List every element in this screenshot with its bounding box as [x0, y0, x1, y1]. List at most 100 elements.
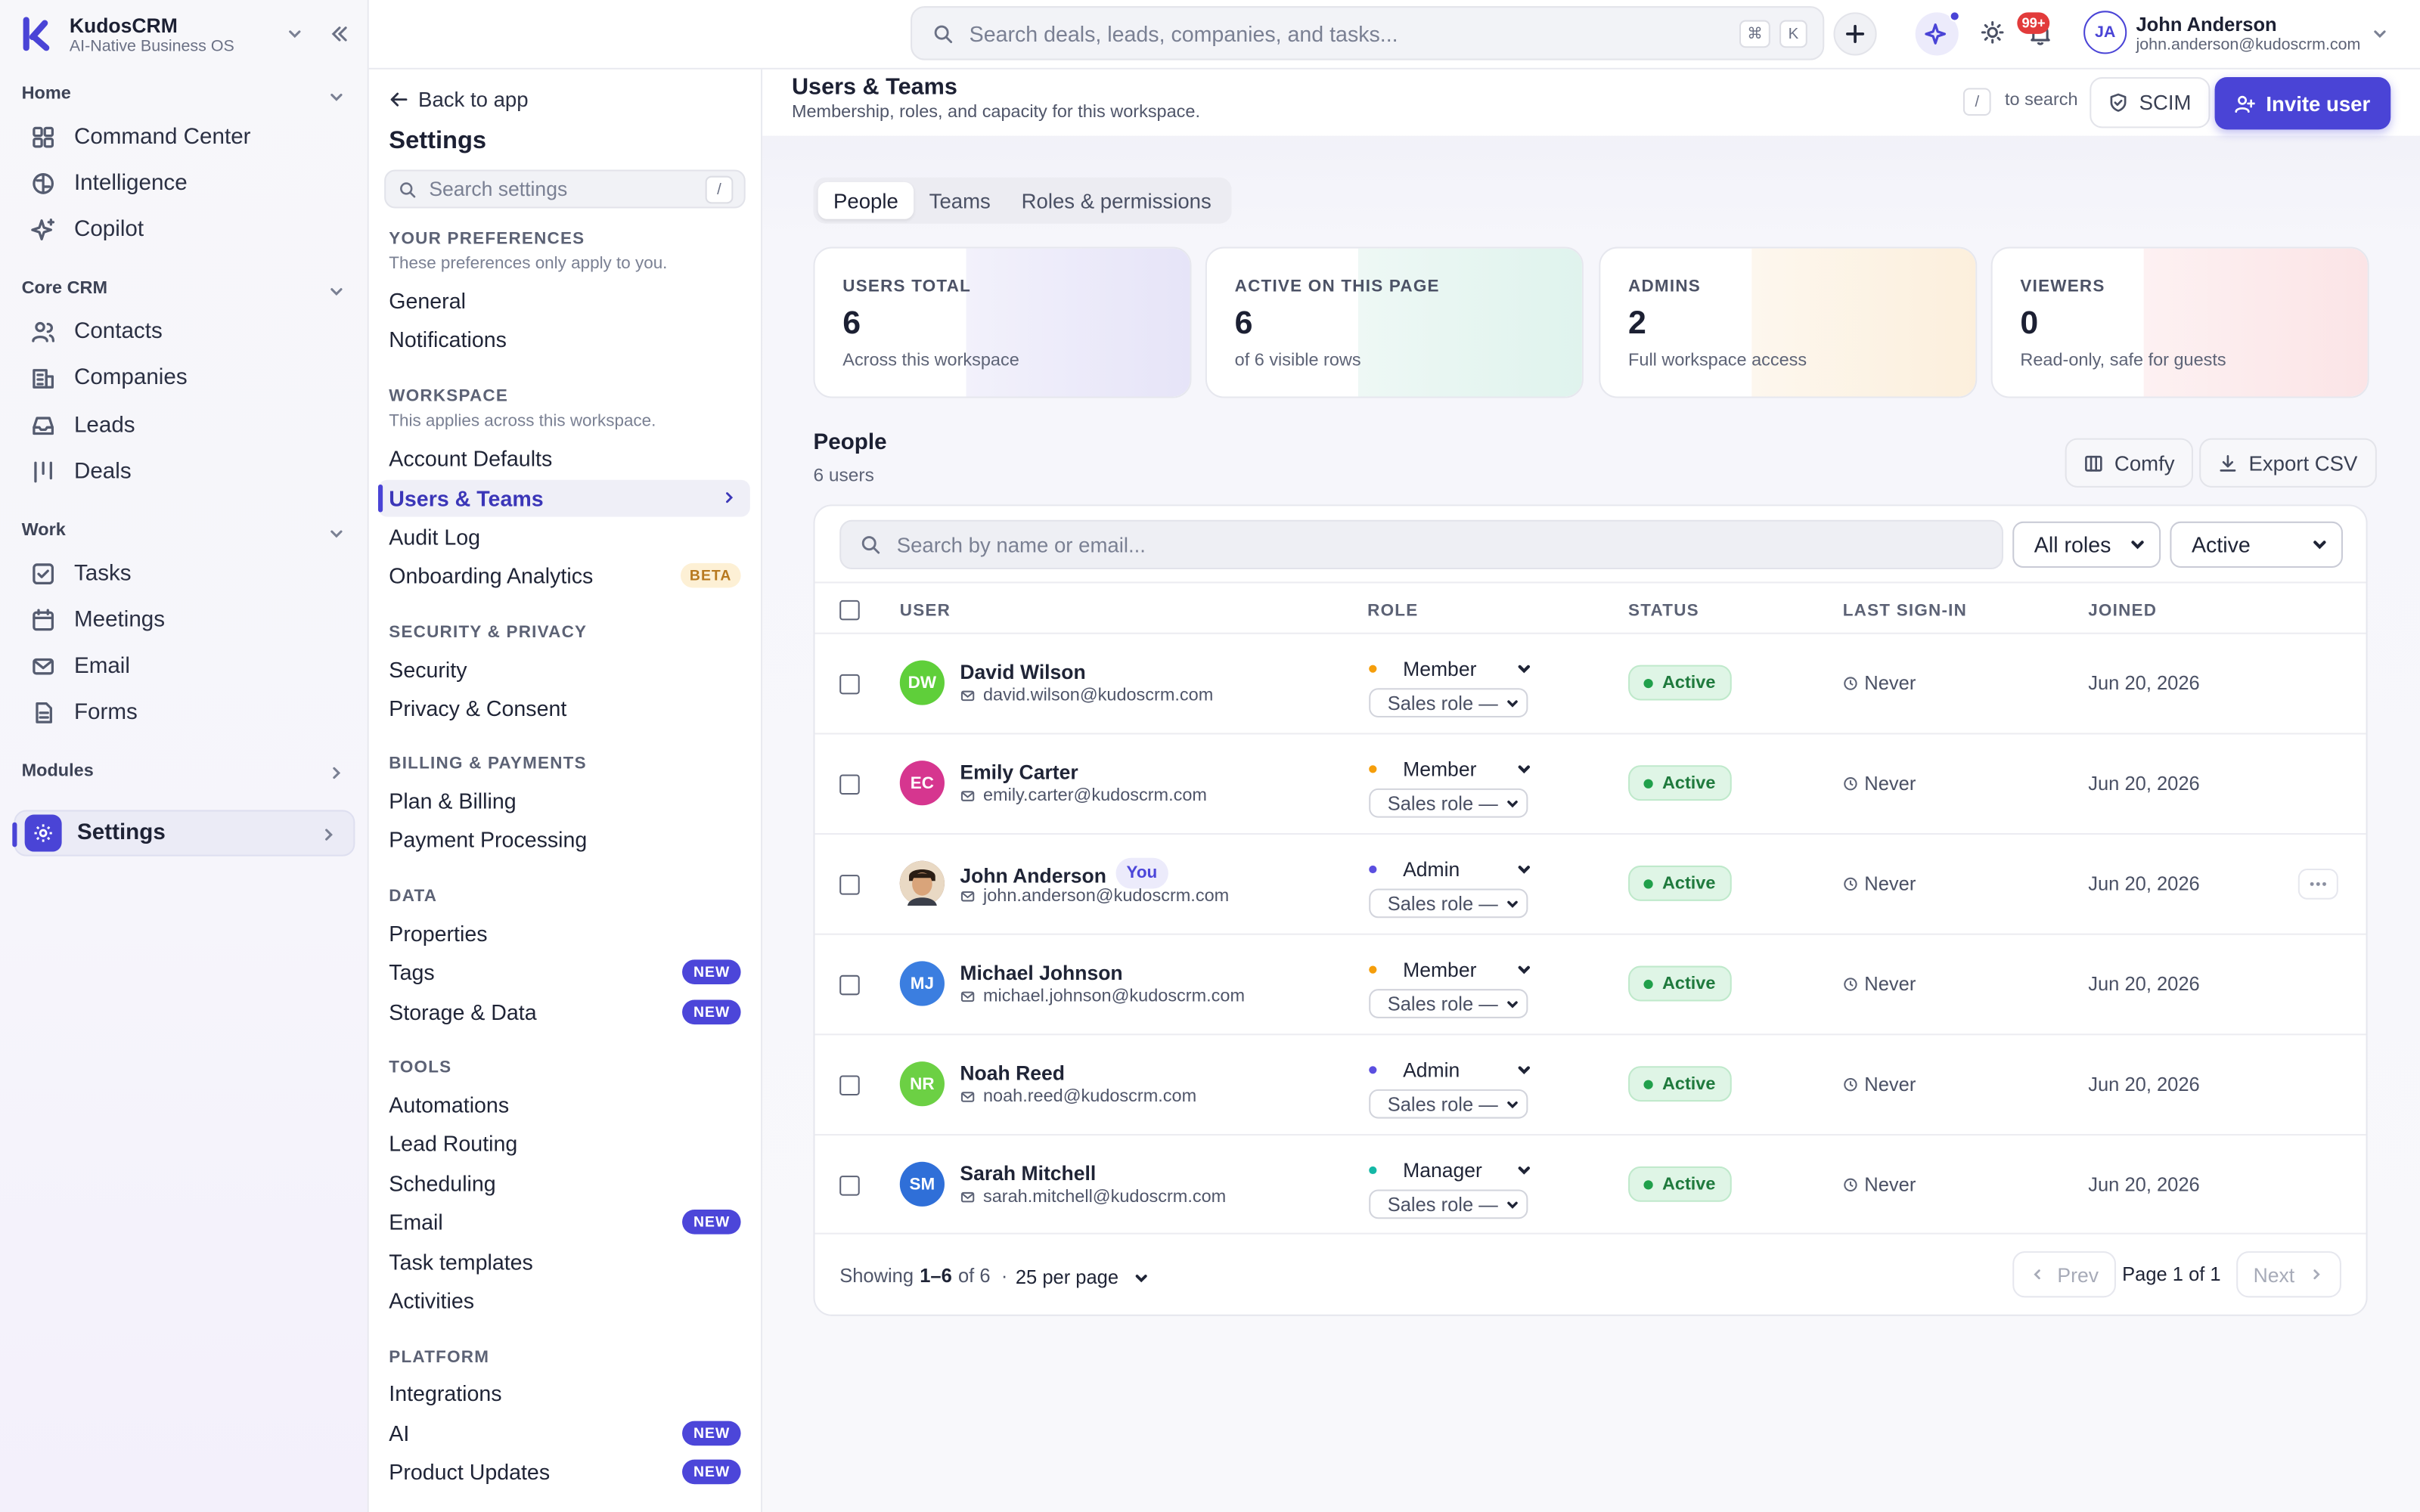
user-avatar[interactable]: JA	[2083, 11, 2127, 54]
settings-item-general[interactable]: General	[389, 288, 466, 314]
role-select[interactable]: Member	[1369, 654, 1532, 682]
nav-item-command-center[interactable]: Command Center	[31, 116, 340, 159]
settings-item-ai[interactable]: AI NEW	[389, 1414, 750, 1452]
role-select[interactable]: Admin	[1369, 1055, 1532, 1083]
nav-item-email[interactable]: Email	[31, 645, 340, 688]
settings-item-account-defaults[interactable]: Account Defaults	[389, 445, 553, 471]
row-checkbox[interactable]	[839, 1176, 860, 1196]
nav-item-leads[interactable]: Leads	[31, 404, 340, 448]
prev-page-button[interactable]: Prev	[2012, 1251, 2116, 1298]
nav-item-meetings[interactable]: Meetings	[31, 599, 340, 642]
sales-role-select[interactable]: Sales role —	[1369, 888, 1528, 919]
table-row[interactable]: SM Sarah Mitchell sarah.mitchell@kudoscrm.…	[814, 1134, 2366, 1235]
settings-item-scheduling[interactable]: Scheduling	[389, 1170, 496, 1196]
row-actions-more-icon[interactable]	[2297, 868, 2338, 900]
settings-item-integrations[interactable]: Integrations	[389, 1380, 502, 1406]
nav-section-work[interactable]: Work	[21, 521, 66, 541]
per-page-select[interactable]: 25 per page	[1016, 1259, 1150, 1296]
nav-item-copilot[interactable]: Copilot	[31, 209, 340, 252]
chevron-right-icon[interactable]	[327, 764, 346, 782]
user-name-cell[interactable]: Emily Carter	[960, 761, 1078, 784]
scim-button[interactable]: SCIM	[2090, 77, 2210, 129]
table-row[interactable]: DW David Wilson david.wilson@kudoscrm.com M…	[814, 632, 2366, 733]
table-row[interactable]: NR Noah Reed noah.reed@kudoscrm.com Admin Sa…	[814, 1033, 2366, 1134]
nav-item-companies[interactable]: Companies	[31, 356, 340, 399]
settings-item-plan-billing[interactable]: Plan & Billing	[389, 788, 517, 813]
chevron-down-icon[interactable]	[327, 282, 346, 300]
tab-roles-permissions[interactable]: Roles & permissions	[1021, 189, 1212, 212]
settings-item-properties[interactable]: Properties	[389, 921, 488, 947]
nav-item-deals[interactable]: Deals	[31, 451, 340, 494]
nav-section-core-crm[interactable]: Core CRM	[21, 279, 108, 298]
row-checkbox[interactable]	[839, 974, 860, 996]
nav-item-contacts[interactable]: Contacts	[31, 310, 340, 353]
column-header-status[interactable]: STATUS	[1628, 601, 1699, 621]
settings-item-automations[interactable]: Automations	[389, 1092, 510, 1117]
settings-search-input[interactable]: Search settings /	[384, 169, 746, 209]
back-to-app-link[interactable]: Back to app	[389, 88, 529, 111]
collapse-sidebar-icon[interactable]	[329, 23, 351, 45]
column-header-last-signin[interactable]: LAST SIGN-IN	[1842, 601, 1968, 621]
column-header-role[interactable]: ROLE	[1367, 601, 1419, 621]
nav-section-home[interactable]: Home	[21, 85, 71, 104]
settings-item-users-teams[interactable]: Users & Teams	[378, 479, 750, 517]
role-filter-select[interactable]: All roles	[2012, 521, 2161, 569]
nav-item-intelligence[interactable]: Intelligence	[31, 162, 340, 205]
nav-section-modules[interactable]: Modules	[21, 762, 94, 781]
role-select[interactable]: Manager	[1369, 1156, 1532, 1184]
global-search-input[interactable]: Search deals, leads, companies, and task…	[911, 6, 1825, 60]
settings-item-storage-data[interactable]: Storage & Data NEW	[389, 993, 750, 1030]
select-all-checkbox[interactable]	[839, 600, 860, 621]
settings-item-lead-routing[interactable]: Lead Routing	[389, 1130, 518, 1156]
settings-item-privacy-consent[interactable]: Privacy & Consent	[389, 696, 567, 721]
tab-teams[interactable]: Teams	[929, 189, 991, 212]
chevron-down-icon[interactable]	[327, 525, 346, 543]
density-toggle-button[interactable]: Comfy	[2065, 438, 2194, 488]
invite-user-button[interactable]: Invite user	[2214, 77, 2391, 130]
next-page-button[interactable]: Next	[2236, 1251, 2341, 1298]
settings-item-security[interactable]: Security	[389, 657, 467, 683]
settings-item-activities[interactable]: Activities	[389, 1288, 475, 1313]
row-checkbox[interactable]	[839, 875, 860, 895]
user-name-cell[interactable]: John Anderson You	[960, 857, 1168, 889]
table-row[interactable]: EC Emily Carter emily.carter@kudoscrm.com M…	[814, 733, 2366, 833]
status-filter-select[interactable]: Active	[2170, 521, 2343, 569]
chevron-down-icon[interactable]	[327, 88, 346, 106]
row-checkbox[interactable]	[839, 1075, 860, 1095]
settings-item-task-templates[interactable]: Task templates	[389, 1250, 533, 1275]
settings-item-email[interactable]: Email NEW	[389, 1204, 750, 1241]
sales-role-select[interactable]: Sales role —	[1369, 1089, 1528, 1119]
sales-role-select[interactable]: Sales role —	[1369, 688, 1528, 717]
settings-item-audit-log[interactable]: Audit Log	[389, 524, 481, 550]
tab-people[interactable]: People	[818, 181, 914, 219]
sales-role-select[interactable]: Sales role —	[1369, 989, 1528, 1018]
column-header-user[interactable]: USER	[899, 601, 951, 621]
sales-role-select[interactable]: Sales role —	[1369, 1189, 1528, 1219]
user-name-cell[interactable]: David Wilson	[960, 660, 1085, 683]
ai-assistant-button[interactable]	[1915, 11, 1960, 56]
export-csv-button[interactable]: Export CSV	[2199, 438, 2376, 488]
theme-toggle-sun-icon[interactable]	[1980, 20, 2005, 45]
people-search-input[interactable]: Search by name or email...	[839, 519, 2003, 570]
nav-item-tasks[interactable]: Tasks	[31, 553, 340, 596]
nav-item-forms[interactable]: Forms	[31, 691, 340, 734]
nav-item-settings[interactable]: Settings	[12, 810, 355, 857]
role-select[interactable]: Member	[1369, 955, 1532, 983]
user-name[interactable]: John Anderson	[2136, 14, 2277, 36]
settings-item-onboarding-analytics[interactable]: Onboarding Analytics BETA	[389, 557, 750, 594]
kudos-logo-icon[interactable]	[20, 17, 54, 51]
row-checkbox[interactable]	[839, 774, 860, 795]
create-new-button[interactable]	[1833, 12, 1877, 56]
role-select[interactable]: Member	[1369, 754, 1532, 782]
sales-role-select[interactable]: Sales role —	[1369, 788, 1528, 818]
settings-item-payment-processing[interactable]: Payment Processing	[389, 826, 588, 852]
user-menu-chevron-icon[interactable]	[2371, 25, 2389, 43]
row-checkbox[interactable]	[839, 674, 860, 695]
settings-item-product-updates[interactable]: Product Updates NEW	[389, 1453, 750, 1490]
user-name-cell[interactable]: Noah Reed	[960, 1061, 1065, 1085]
column-header-joined[interactable]: JOINED	[2088, 601, 2158, 621]
table-row[interactable]: MJ Michael Johnson michael.johnson@kudoscr…	[814, 933, 2366, 1034]
settings-item-notifications[interactable]: Notifications	[389, 327, 507, 352]
workspace-switcher-chevron-icon[interactable]	[286, 25, 304, 43]
settings-item-tags[interactable]: Tags NEW	[389, 953, 750, 990]
